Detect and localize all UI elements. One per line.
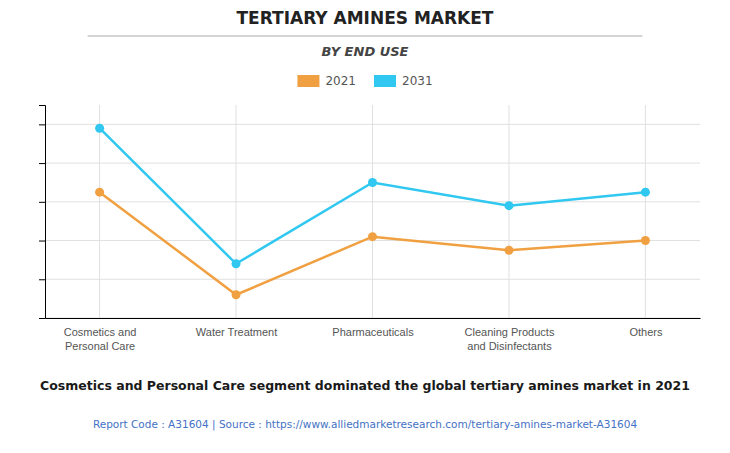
series-point (504, 246, 513, 255)
x-axis-line (46, 318, 701, 319)
chart: TERTIARY AMINES MARKET BY END USE Cosmetic… (0, 0, 730, 453)
x-tick-label-line: Water Treatment (196, 326, 278, 338)
marks (95, 124, 650, 300)
y-tick (39, 124, 45, 125)
x-tick-label-line: Others (629, 326, 663, 338)
y-tick (39, 163, 45, 164)
legend-item: 2031 (374, 74, 433, 88)
series-point (232, 259, 241, 268)
grid (45, 105, 700, 318)
x-tick: Cosmetics and Personal Care (64, 318, 137, 352)
y-tick (39, 202, 45, 203)
source-note: Report Code : A31604 | Source : https://… (93, 418, 638, 431)
y-axis (39, 106, 46, 319)
x-tick-label-line: and Disinfectants (467, 340, 552, 352)
series-point (368, 178, 377, 187)
series-point (368, 232, 377, 241)
series-point (232, 290, 241, 299)
title-separator (88, 36, 643, 37)
x-tick-label-line: Cleaning Products (465, 326, 555, 338)
x-tick-label-line: Personal Care (65, 340, 135, 352)
series-point (504, 201, 513, 210)
x-tick: Others (629, 318, 663, 338)
x-tick: Water Treatment (196, 318, 278, 338)
series-point (641, 188, 650, 197)
grid-line-x (645, 105, 646, 318)
legend-item: 2021 (297, 74, 356, 88)
series-point (95, 188, 104, 197)
legend-swatch (297, 75, 319, 87)
y-tick-mark (39, 318, 45, 319)
x-tick-label-line: Cosmetics and (64, 326, 137, 338)
legend-swatch (374, 75, 396, 87)
series-line (100, 192, 646, 295)
grid-line-x (236, 105, 237, 318)
footnote: Cosmetics and Personal Care segment domi… (40, 378, 690, 393)
y-tick (39, 241, 45, 242)
y-tick-mark (39, 279, 45, 280)
x-tick: Cleaning Products and Disinfectants (465, 318, 555, 352)
y-tick (39, 318, 45, 319)
legend-label: 2031 (402, 74, 433, 88)
y-tick (39, 279, 45, 280)
series-line (100, 128, 646, 264)
x-tick-label: Water Treatment (196, 326, 278, 338)
x-tick-label-line: Pharmaceuticals (332, 326, 414, 338)
x-tick-label: Pharmaceuticals (332, 326, 414, 338)
legend-label: 2021 (325, 74, 356, 88)
series-point (641, 236, 650, 245)
y-tick-mark (39, 124, 45, 125)
x-tick-label: Cleaning Products and Disinfectants (465, 326, 555, 352)
y-tick-mark (39, 202, 45, 203)
x-tick-label: Others (629, 326, 663, 338)
y-tick-mark (39, 241, 45, 242)
x-tick: Pharmaceuticals (332, 318, 414, 338)
subtitle: BY END USE (321, 44, 408, 59)
grid-line-x (372, 105, 373, 318)
grid-line-x (508, 105, 509, 318)
title: TERTIARY AMINES MARKET (237, 8, 494, 28)
series-point (95, 124, 104, 133)
x-tick-label: Cosmetics and Personal Care (64, 326, 137, 352)
legend: 2021 2031 (297, 74, 432, 88)
x-axis: Cosmetics and Personal Care Water Treatmen… (46, 318, 701, 352)
y-tick-mark (39, 163, 45, 164)
y-axis-line (39, 106, 46, 319)
grid-line-x (99, 105, 100, 318)
